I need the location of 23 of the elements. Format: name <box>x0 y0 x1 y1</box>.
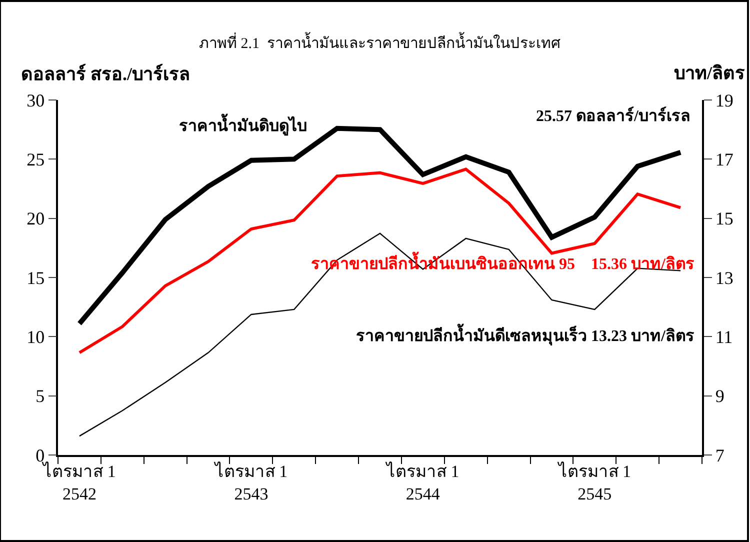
y2-tick-label: 15 <box>715 208 734 229</box>
x-tick-label: ไตรมาส 1 2544 <box>384 461 460 504</box>
x-tick-label: ไตรมาส 1 2543 <box>212 461 288 504</box>
y2-tick-label: 19 <box>715 90 734 110</box>
annotation: 25.57 ดอลลาร์/บาร์เรล <box>536 106 690 125</box>
y-tick-label: 15 <box>26 268 45 288</box>
y-tick-label: 30 <box>26 90 45 110</box>
y-tick-label: 25 <box>26 149 45 170</box>
y-tick-label: 10 <box>26 326 45 347</box>
annotation: ราคาน้ำมันดิบดูไบ <box>179 113 307 137</box>
y2-tick-label: 13 <box>715 268 734 288</box>
y-axis-title: ดอลลาร์ สรอ./บาร์เรล <box>21 63 190 84</box>
x-tick-label: ไตรมาส 1 2542 <box>41 461 116 504</box>
chart-title: ภาพที่ 2.1 ราคาน้ำมันและราคาขายปลีกน้ำมันในประเทศ <box>199 32 561 52</box>
y2-tick-label: 7 <box>715 445 724 466</box>
y2-tick-label: 9 <box>715 386 724 406</box>
y-tick-label: 5 <box>36 386 45 406</box>
y2-tick-label: 17 <box>715 149 734 170</box>
x-tick-label: ไตรมาส 1 2545 <box>556 461 632 504</box>
y2-axis-title: บาท/ลิตร <box>674 63 746 83</box>
annotation: ราคาขายปลีกน้ำมันดีเซลหมุนเร็ว 13.23 บาท/ลิตร <box>356 323 694 346</box>
y2-tick-label: 11 <box>715 326 733 347</box>
y-tick-label: 20 <box>26 208 45 229</box>
